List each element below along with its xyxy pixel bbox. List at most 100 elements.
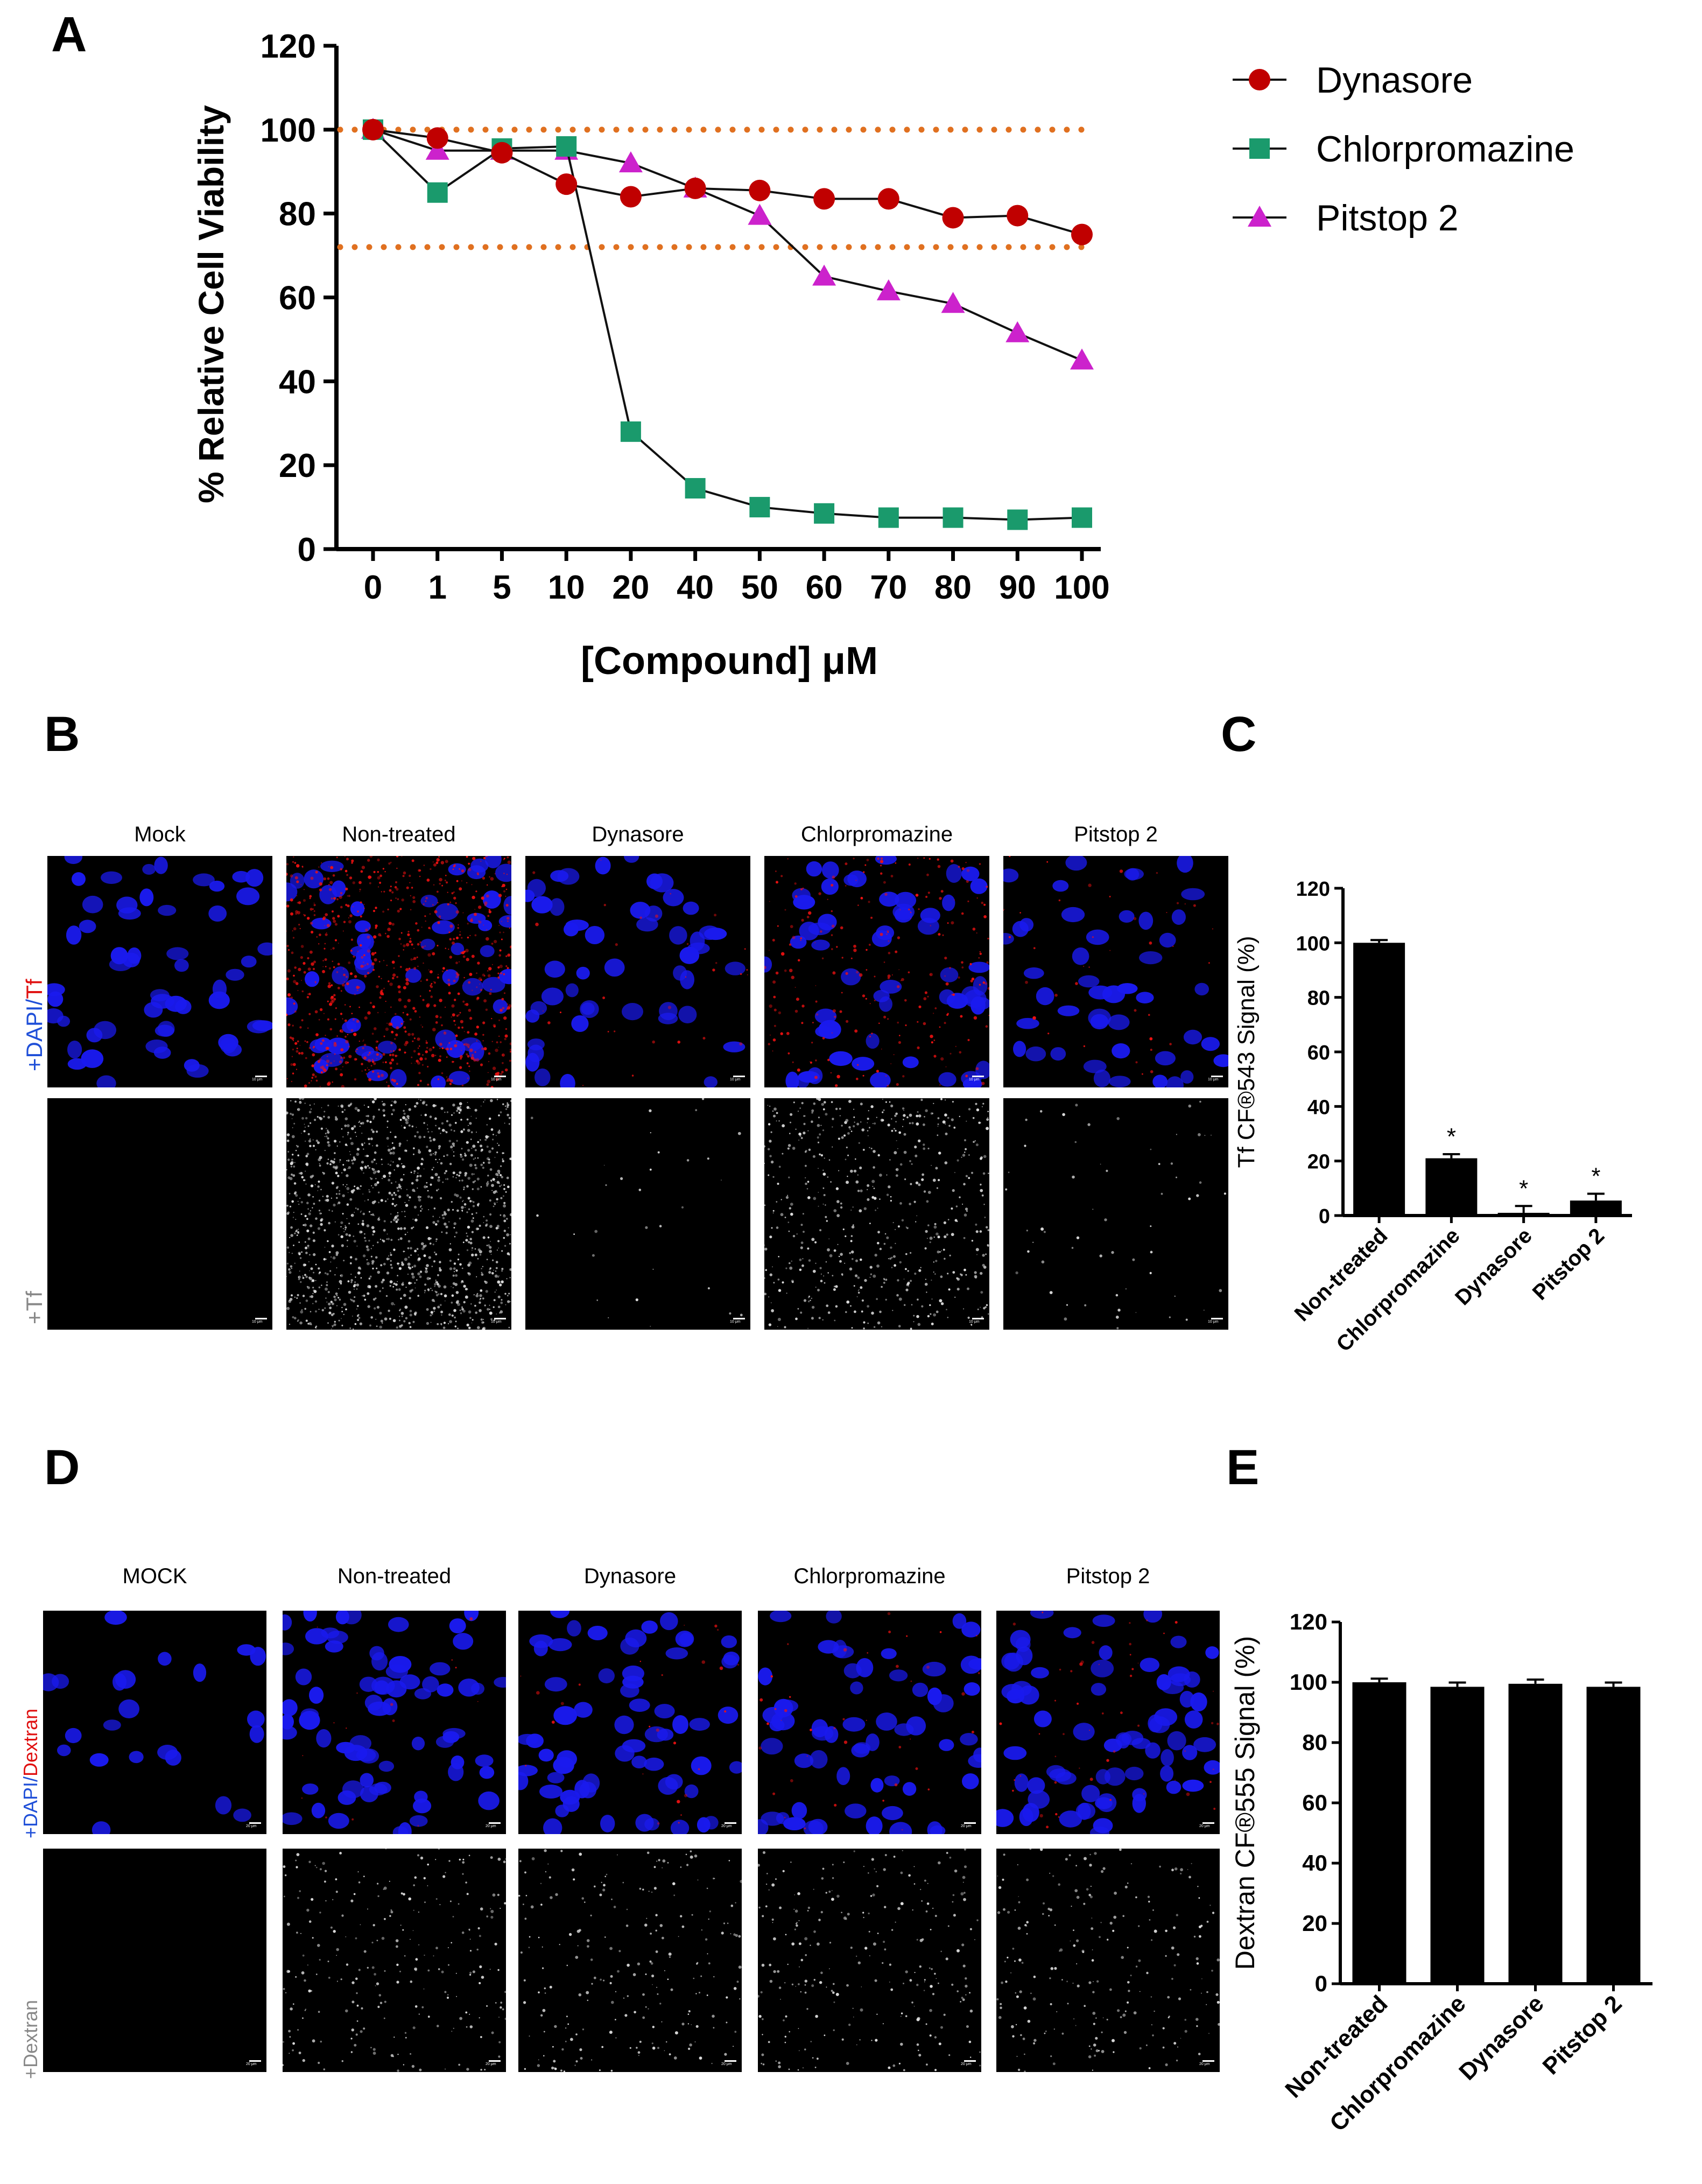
speck <box>1213 1690 1214 1692</box>
speck <box>466 1232 468 1234</box>
speck <box>340 1235 343 1238</box>
speck <box>328 1311 332 1315</box>
speck <box>425 1270 428 1274</box>
speck <box>413 1265 417 1268</box>
speck <box>359 1322 362 1325</box>
speck <box>339 1141 341 1143</box>
speck <box>657 1993 659 1995</box>
speck <box>799 1258 802 1261</box>
speck <box>398 1195 402 1198</box>
speck <box>364 1142 365 1144</box>
nucleus <box>1112 1043 1130 1059</box>
nucleus <box>405 968 421 983</box>
speck <box>441 1214 444 1217</box>
speck <box>345 904 348 907</box>
speck <box>327 1240 329 1242</box>
speck <box>923 1147 926 1150</box>
speck <box>507 921 509 922</box>
speck <box>476 1948 479 1951</box>
speck <box>1180 1872 1182 1874</box>
speck <box>306 1153 310 1156</box>
speck <box>348 1045 350 1048</box>
speck <box>445 1131 448 1134</box>
speck <box>409 1326 412 1328</box>
speck <box>475 1212 477 1214</box>
speck <box>333 1061 335 1062</box>
speck <box>942 1120 946 1124</box>
speck <box>984 1217 986 1218</box>
speck <box>324 1136 326 1137</box>
speck <box>293 974 295 977</box>
speck <box>956 1220 958 1223</box>
speck <box>807 1906 811 1909</box>
speck <box>461 1130 462 1132</box>
speck <box>910 1183 912 1185</box>
speck <box>468 1208 470 1210</box>
speck <box>806 916 810 918</box>
nucleus <box>723 1652 740 1666</box>
speck <box>921 1900 923 1902</box>
speck <box>367 1059 371 1063</box>
speck <box>336 971 339 973</box>
speck <box>496 1202 498 1203</box>
speck <box>433 981 434 982</box>
speck <box>507 1003 508 1005</box>
speck <box>807 1909 809 1912</box>
speck <box>798 2050 800 2052</box>
speck <box>481 1976 484 1979</box>
speck <box>591 1983 593 1985</box>
speck <box>873 1150 876 1153</box>
speck <box>474 912 477 916</box>
speck <box>332 1210 333 1212</box>
speck <box>393 2036 395 2038</box>
speck <box>396 1083 398 1085</box>
speck <box>398 1185 402 1189</box>
speck <box>412 2026 416 2029</box>
speck <box>493 1269 494 1271</box>
speck <box>856 2044 857 2046</box>
nucleus <box>808 922 831 936</box>
speck <box>905 1024 907 1027</box>
speck <box>895 1242 896 1244</box>
speck <box>354 1078 357 1081</box>
speck <box>414 1063 416 1064</box>
speck <box>1008 1171 1010 1174</box>
speck <box>340 868 342 870</box>
speck <box>310 1295 314 1298</box>
speck <box>497 1893 500 1897</box>
speck <box>873 1326 876 1328</box>
speck <box>398 955 400 957</box>
speck <box>389 1280 393 1283</box>
speck <box>911 1122 914 1125</box>
speck <box>476 1040 477 1042</box>
nucleus <box>233 1808 251 1822</box>
nucleus <box>1027 1777 1045 1794</box>
speck <box>412 1321 415 1323</box>
scale-bar-label: 10 μm <box>969 1320 980 1324</box>
speck <box>462 1858 465 1860</box>
speck <box>326 1281 328 1283</box>
speck <box>889 1982 890 1983</box>
speck <box>407 1232 409 1233</box>
speck <box>423 1122 425 1124</box>
speck <box>289 1297 293 1301</box>
speck <box>498 894 502 897</box>
speck <box>762 2063 765 2066</box>
speck <box>892 1222 894 1224</box>
nucleus <box>791 1802 807 1820</box>
speck <box>810 1944 811 1946</box>
speck <box>454 1044 458 1048</box>
dextran-image-r2-c2: 20 μm <box>283 1849 506 2072</box>
speck <box>845 862 848 866</box>
speck <box>540 2014 543 2017</box>
speck <box>500 1041 502 1043</box>
speck <box>504 1034 508 1038</box>
speck <box>408 1281 411 1285</box>
speck <box>348 1166 351 1169</box>
speck <box>347 1124 350 1127</box>
speck <box>463 1284 466 1288</box>
speck <box>310 1138 311 1140</box>
speck <box>1148 1014 1150 1016</box>
speck <box>934 1915 937 1917</box>
speck <box>1188 1197 1191 1200</box>
